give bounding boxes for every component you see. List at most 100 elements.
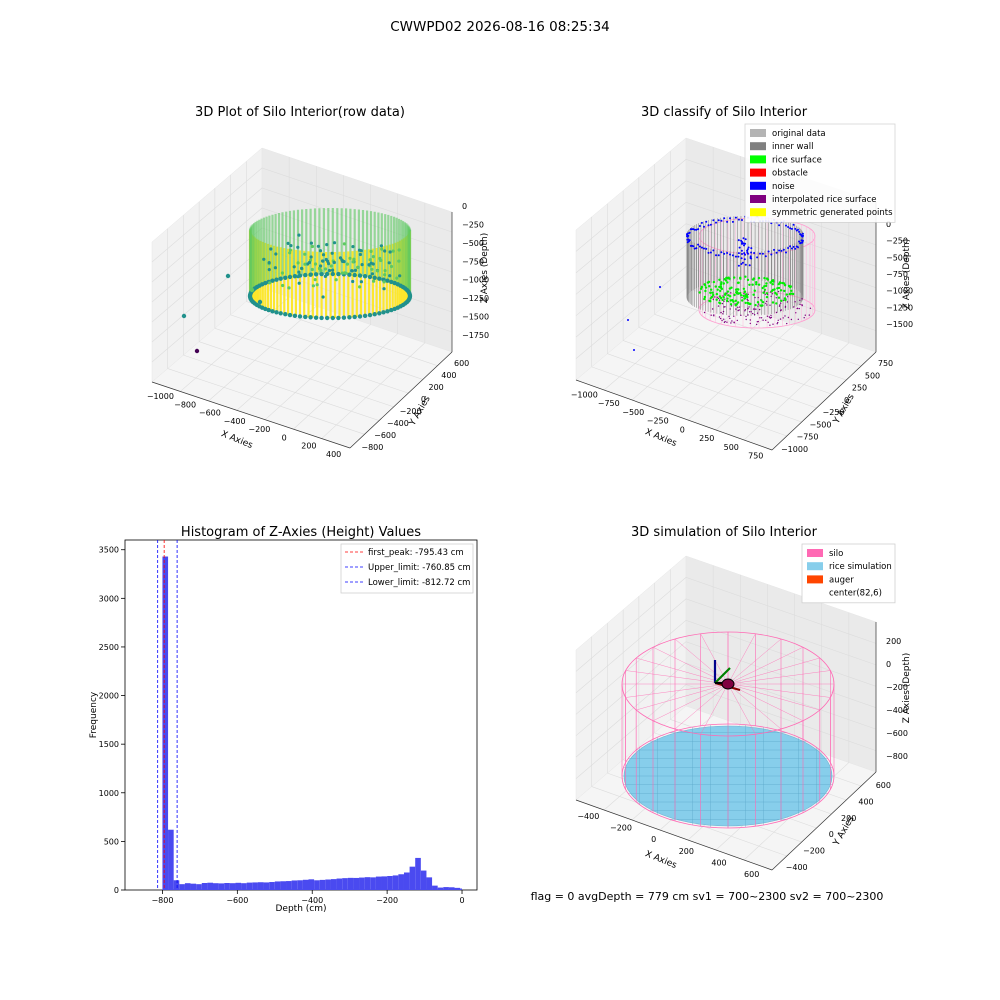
rice-surface-point: [759, 304, 762, 307]
noise-point: [740, 239, 743, 242]
rice-surface-point: [764, 284, 768, 288]
floor-point: [283, 275, 288, 280]
y-tick-label: −800: [361, 443, 383, 452]
legend-label: noise: [772, 182, 795, 192]
rice-surface-point: [728, 277, 731, 280]
interpolated-point: [793, 306, 795, 308]
noise-point: [795, 245, 798, 248]
interpolated-point: [717, 297, 720, 300]
interpolated-point: [723, 300, 725, 302]
y-tick-label: 250: [852, 384, 867, 393]
x-axis-line: [575, 799, 773, 871]
interior-point: [383, 273, 387, 277]
histogram-bar: [387, 876, 393, 890]
interpolated-point: [782, 317, 784, 319]
rice-surface-point: [776, 287, 779, 290]
interior-point: [342, 242, 346, 246]
floor-point: [362, 274, 368, 279]
rice-surface-point: [746, 278, 750, 282]
histogram-bars: [162, 556, 463, 891]
histogram-bar: [308, 879, 315, 890]
legend-swatch: [807, 575, 823, 584]
x-axis-label: Depth (cm): [275, 904, 326, 914]
z-tick-label: −1250: [886, 303, 913, 312]
legend: silo rice simulation auger center(82,6): [801, 543, 896, 604]
z-tick-label: −750: [886, 270, 908, 279]
noise-point: [726, 252, 729, 254]
rice-surface-point: [770, 290, 773, 293]
floor-point: [287, 312, 293, 318]
histogram-bar: [274, 881, 281, 890]
rice-surface-point: [709, 291, 712, 294]
interpolated-point: [748, 306, 750, 308]
noise-point: [740, 249, 743, 252]
interpolated-point: [724, 306, 726, 308]
histogram-bar: [330, 879, 337, 890]
rice-surface-point: [710, 288, 713, 291]
rice-surface-point: [762, 291, 765, 294]
point-cloud: [627, 215, 816, 351]
histogram-bar: [443, 887, 449, 890]
interior-point: [350, 269, 354, 273]
rice-surface-point: [733, 276, 736, 279]
interpolated-point: [730, 305, 733, 307]
interpolated-point: [735, 308, 737, 310]
interior-point: [309, 255, 313, 259]
interior-point: [357, 248, 362, 252]
noise-point: [792, 223, 795, 226]
x-tick-label: −750: [598, 399, 620, 408]
interpolated-point: [721, 319, 723, 322]
x-axis-line: [575, 379, 773, 451]
floor-point: [357, 273, 363, 278]
x-tick-label: 400: [326, 450, 341, 459]
y-tick-label: −750: [797, 433, 819, 442]
rice-surface-point: [721, 298, 724, 302]
x-tick-label: −800: [174, 400, 196, 409]
interior-point: [379, 244, 383, 248]
legend-swatch: [807, 562, 823, 571]
interpolated-point: [765, 319, 767, 321]
rice-surface-point: [783, 297, 787, 300]
noise-point: [782, 248, 785, 251]
noise-point: [717, 219, 720, 222]
rice-surface-point: [726, 297, 729, 300]
histogram-bar: [196, 884, 202, 890]
histogram-bar: [448, 887, 455, 890]
y-tick-label: 600: [454, 359, 469, 368]
grid-line: [575, 662, 877, 758]
floor-point: [292, 313, 298, 318]
interpolated-point: [779, 304, 781, 306]
interior-point: [340, 271, 344, 275]
interpolated-point: [747, 293, 749, 295]
interior-point: [351, 245, 355, 249]
histogram-bar: [257, 882, 264, 890]
rice-surface-point: [763, 288, 767, 291]
noise-point: [698, 225, 701, 227]
legend-swatch: [750, 195, 766, 203]
noise-point: [731, 254, 734, 257]
interior-point: [297, 233, 301, 237]
noise-point: [743, 258, 746, 261]
y-tick-label: 400: [441, 371, 456, 380]
legend-label: first_peak: -795.43 cm: [368, 548, 464, 558]
tick-labels: −1000−800−600−400−2000200400−800−600−400…: [147, 202, 489, 459]
interpolated-point: [736, 319, 738, 322]
y-tick-label: 3500: [99, 546, 119, 555]
interior-point: [296, 245, 300, 249]
interior-point: [273, 266, 277, 270]
interior-point: [321, 259, 325, 263]
grid-line: [199, 341, 394, 408]
z-tick-label: −1500: [886, 320, 913, 329]
interpolated-point: [754, 308, 756, 310]
tick-labels: −1000−750−500−2500250500750−1000−750−500…: [571, 220, 913, 461]
rice-surface-point: [726, 290, 730, 293]
silo-roof-line: [674, 638, 729, 685]
silo-roof-line: [700, 683, 729, 735]
z-tick-label: −250: [886, 237, 908, 246]
rice-surface-point: [745, 293, 748, 296]
outlier-point: [194, 348, 200, 354]
rice-surface-point: [742, 294, 745, 298]
interior-point: [288, 248, 292, 252]
grid-line: [236, 315, 344, 411]
interpolated-point: [747, 314, 749, 316]
